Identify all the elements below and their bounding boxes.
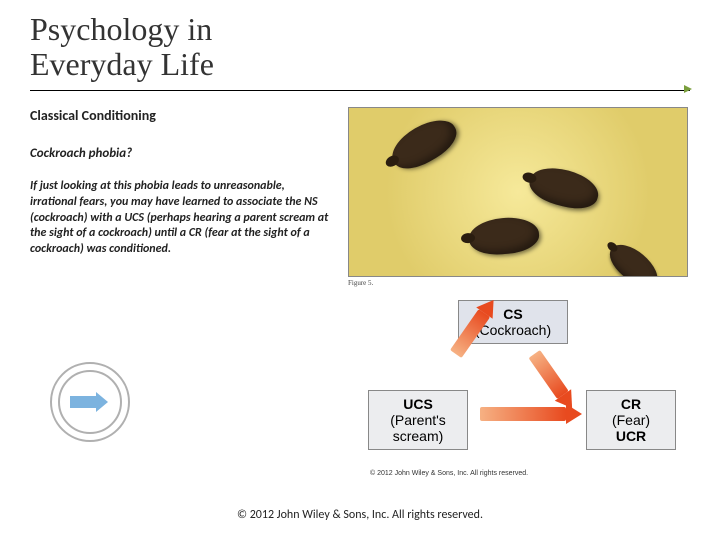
arrow-right-icon	[70, 396, 96, 408]
rule-arrow-icon	[684, 85, 692, 93]
roach-icon	[526, 162, 603, 215]
section-subhead: Cockroach phobia?	[30, 146, 330, 161]
cr-sub1: (Fear)	[612, 412, 650, 428]
roach-icon	[385, 111, 464, 177]
nav-forward-button[interactable]	[50, 362, 130, 442]
left-column: Classical Conditioning Cockroach phobia?…	[30, 107, 330, 287]
ucs-label: UCS	[403, 396, 433, 412]
title-line-1: Psychology in	[30, 11, 212, 47]
roach-icon	[468, 215, 541, 257]
roach-icon	[603, 237, 664, 277]
ucs-sub: (Parent's scream)	[390, 412, 446, 444]
cr-box: CR (Fear) UCR	[586, 390, 676, 450]
ucs-box: UCS (Parent's scream)	[368, 390, 468, 450]
cr-sub2: UCR	[616, 428, 646, 444]
title-underline	[30, 88, 690, 91]
page-title: Psychology in Everyday Life	[0, 0, 720, 82]
conditioning-diagram: CS (Cockroach) UCS (Parent's scream) CR …	[360, 300, 700, 470]
content-row: Classical Conditioning Cockroach phobia?…	[0, 91, 720, 287]
diagram-copyright: © 2012 John Wiley & Sons, Inc. All right…	[370, 470, 528, 477]
cockroach-photo	[348, 107, 688, 277]
section-subtitle: Classical Conditioning	[30, 107, 330, 124]
title-line-2: Everyday Life	[30, 46, 214, 82]
cs-sub: (Cockroach)	[475, 322, 551, 338]
cr-label: CR	[621, 396, 641, 412]
cs-label: CS	[503, 306, 522, 322]
photo-caption: Figure 5.	[348, 279, 688, 287]
footer-copyright: © 2012 John Wiley & Sons, Inc. All right…	[0, 508, 720, 522]
body-paragraph: If just looking at this phobia leads to …	[30, 179, 330, 257]
right-column: Figure 5.	[348, 107, 688, 287]
